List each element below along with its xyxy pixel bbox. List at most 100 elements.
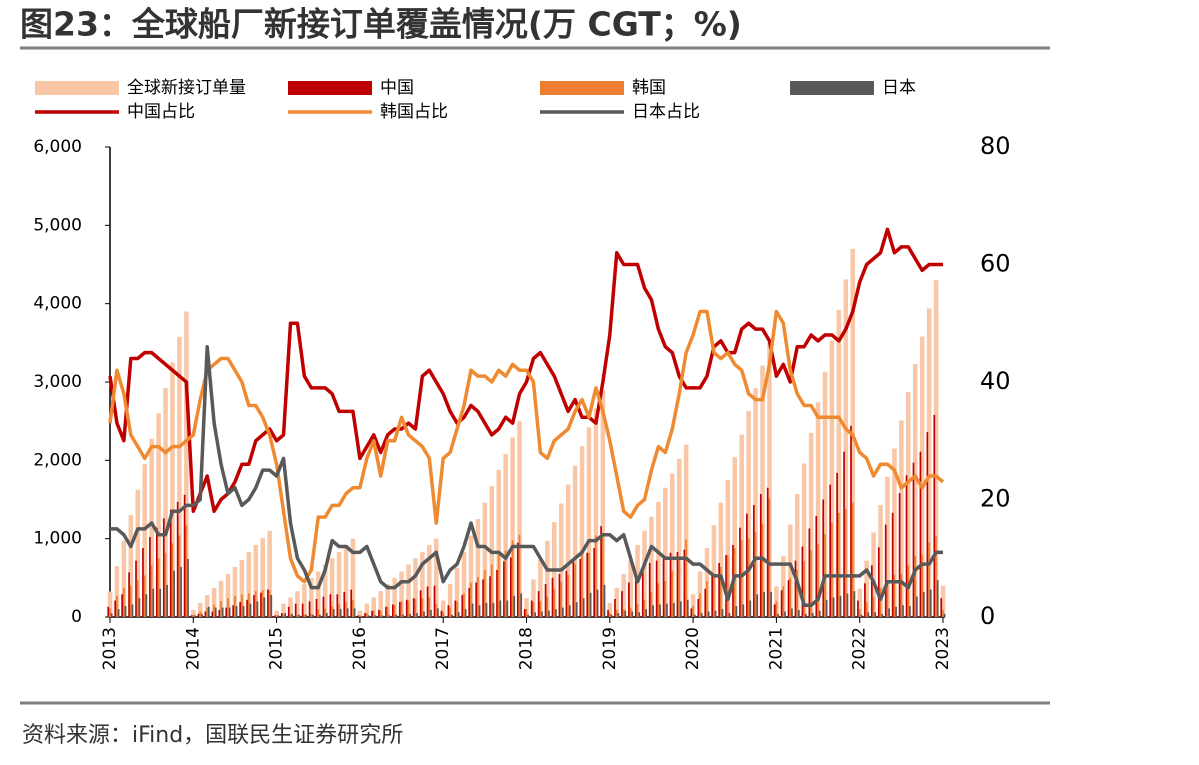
bar — [128, 572, 130, 617]
bar — [145, 594, 148, 617]
bar — [405, 599, 408, 617]
bar — [171, 543, 174, 617]
bar — [678, 556, 681, 617]
bar — [891, 512, 894, 617]
bar — [801, 463, 807, 617]
bar — [843, 279, 849, 617]
bar — [921, 555, 923, 617]
bar — [317, 609, 320, 617]
bar — [235, 606, 238, 617]
bar — [510, 437, 515, 617]
bar — [482, 502, 488, 617]
bar — [628, 559, 633, 617]
bar — [437, 608, 439, 617]
bar — [532, 602, 535, 617]
bar — [516, 542, 519, 617]
bar — [482, 579, 484, 617]
bar — [808, 528, 811, 617]
bar — [579, 446, 585, 617]
bar — [817, 544, 819, 617]
bar — [381, 615, 384, 617]
bar — [385, 606, 387, 617]
bar — [600, 526, 602, 617]
bar — [600, 389, 606, 617]
bar — [699, 593, 701, 617]
bar — [608, 613, 611, 617]
bar — [359, 615, 361, 617]
bar — [218, 609, 221, 617]
bar — [256, 601, 259, 617]
bar — [110, 613, 113, 617]
bar — [558, 503, 564, 617]
bar — [829, 340, 835, 617]
bar — [386, 606, 389, 617]
bar — [131, 604, 134, 617]
bar — [468, 588, 471, 617]
bar — [116, 595, 118, 617]
bar — [336, 551, 342, 617]
bar — [177, 336, 182, 617]
bar — [773, 604, 776, 617]
bar — [461, 551, 467, 617]
y2-tick-label: 80 — [980, 132, 1011, 160]
bar — [309, 577, 314, 617]
bar — [156, 413, 161, 617]
bar — [538, 559, 543, 617]
bar — [870, 565, 873, 617]
bar — [350, 589, 353, 617]
bar — [893, 574, 896, 617]
bar — [770, 591, 772, 617]
bar — [338, 604, 340, 617]
bar — [260, 537, 265, 617]
bar — [739, 434, 744, 617]
bar — [246, 599, 248, 617]
bar — [843, 451, 845, 617]
bar — [204, 611, 207, 617]
bar — [305, 614, 307, 617]
bar — [740, 540, 743, 617]
bar — [372, 610, 375, 617]
bar — [851, 502, 854, 617]
bar — [690, 608, 693, 617]
y2-tick-label: 60 — [980, 250, 1011, 278]
bar — [343, 544, 349, 617]
bar — [749, 600, 752, 617]
bar — [461, 595, 464, 617]
bar — [122, 588, 125, 617]
bar — [761, 523, 764, 617]
bar — [400, 601, 403, 617]
bar — [470, 582, 472, 617]
bar — [614, 598, 616, 617]
y-tick-label: 0 — [71, 607, 82, 627]
bar — [176, 501, 179, 617]
x-tick-label: 2019 — [600, 627, 620, 670]
bar — [392, 577, 397, 617]
bar — [933, 280, 939, 617]
bar — [471, 603, 474, 617]
bar — [407, 600, 410, 617]
bar — [434, 538, 439, 617]
bar — [454, 600, 457, 617]
bar — [430, 609, 432, 617]
bar — [497, 555, 500, 617]
bar — [553, 588, 556, 617]
bar — [581, 553, 583, 617]
bar — [865, 602, 868, 617]
x-tick-label: 2016 — [350, 627, 370, 670]
bar — [603, 584, 606, 617]
bar — [747, 538, 750, 617]
line — [108, 227, 943, 513]
bar — [789, 577, 792, 617]
bar — [940, 598, 943, 617]
bar — [759, 494, 762, 617]
bar — [648, 562, 651, 617]
bar — [492, 602, 495, 617]
bar — [420, 551, 425, 617]
bar — [574, 563, 576, 617]
bar — [787, 580, 790, 617]
bar — [211, 611, 214, 617]
bar — [298, 614, 300, 617]
bar — [940, 585, 946, 617]
bar — [270, 595, 273, 617]
bar — [343, 591, 346, 617]
